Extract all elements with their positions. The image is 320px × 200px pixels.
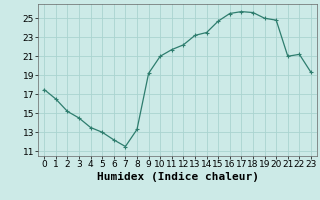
X-axis label: Humidex (Indice chaleur): Humidex (Indice chaleur) bbox=[97, 172, 259, 182]
